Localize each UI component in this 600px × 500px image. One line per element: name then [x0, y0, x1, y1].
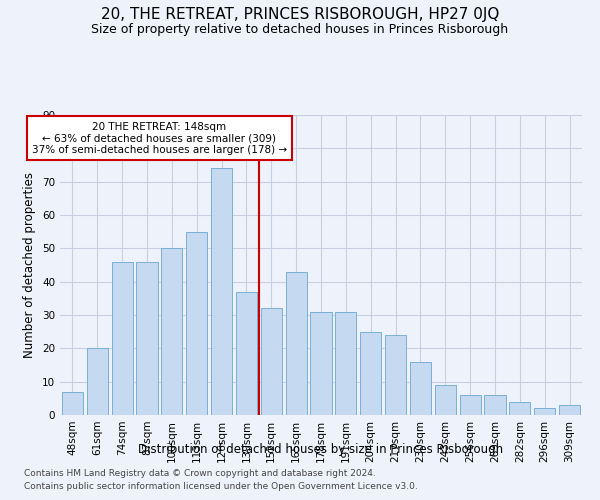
Bar: [310, 312, 332, 415]
Text: Distribution of detached houses by size in Princes Risborough: Distribution of detached houses by size …: [139, 442, 503, 456]
Text: Contains public sector information licensed under the Open Government Licence v3: Contains public sector information licen…: [24, 482, 418, 491]
Bar: [335, 312, 356, 415]
Bar: [435, 385, 456, 415]
Y-axis label: Number of detached properties: Number of detached properties: [23, 172, 37, 358]
Bar: [136, 262, 158, 415]
Bar: [112, 262, 133, 415]
Text: Size of property relative to detached houses in Princes Risborough: Size of property relative to detached ho…: [91, 22, 509, 36]
Bar: [484, 395, 506, 415]
Bar: [410, 362, 431, 415]
Bar: [186, 232, 207, 415]
Bar: [211, 168, 232, 415]
Bar: [385, 335, 406, 415]
Text: 20 THE RETREAT: 148sqm
← 63% of detached houses are smaller (309)
37% of semi-de: 20 THE RETREAT: 148sqm ← 63% of detached…: [32, 122, 287, 155]
Bar: [286, 272, 307, 415]
Bar: [460, 395, 481, 415]
Bar: [62, 392, 83, 415]
Bar: [87, 348, 108, 415]
Bar: [360, 332, 381, 415]
Text: Contains HM Land Registry data © Crown copyright and database right 2024.: Contains HM Land Registry data © Crown c…: [24, 468, 376, 477]
Text: 20, THE RETREAT, PRINCES RISBOROUGH, HP27 0JQ: 20, THE RETREAT, PRINCES RISBOROUGH, HP2…: [101, 8, 499, 22]
Bar: [559, 405, 580, 415]
Bar: [534, 408, 555, 415]
Bar: [161, 248, 182, 415]
Bar: [261, 308, 282, 415]
Bar: [509, 402, 530, 415]
Bar: [236, 292, 257, 415]
